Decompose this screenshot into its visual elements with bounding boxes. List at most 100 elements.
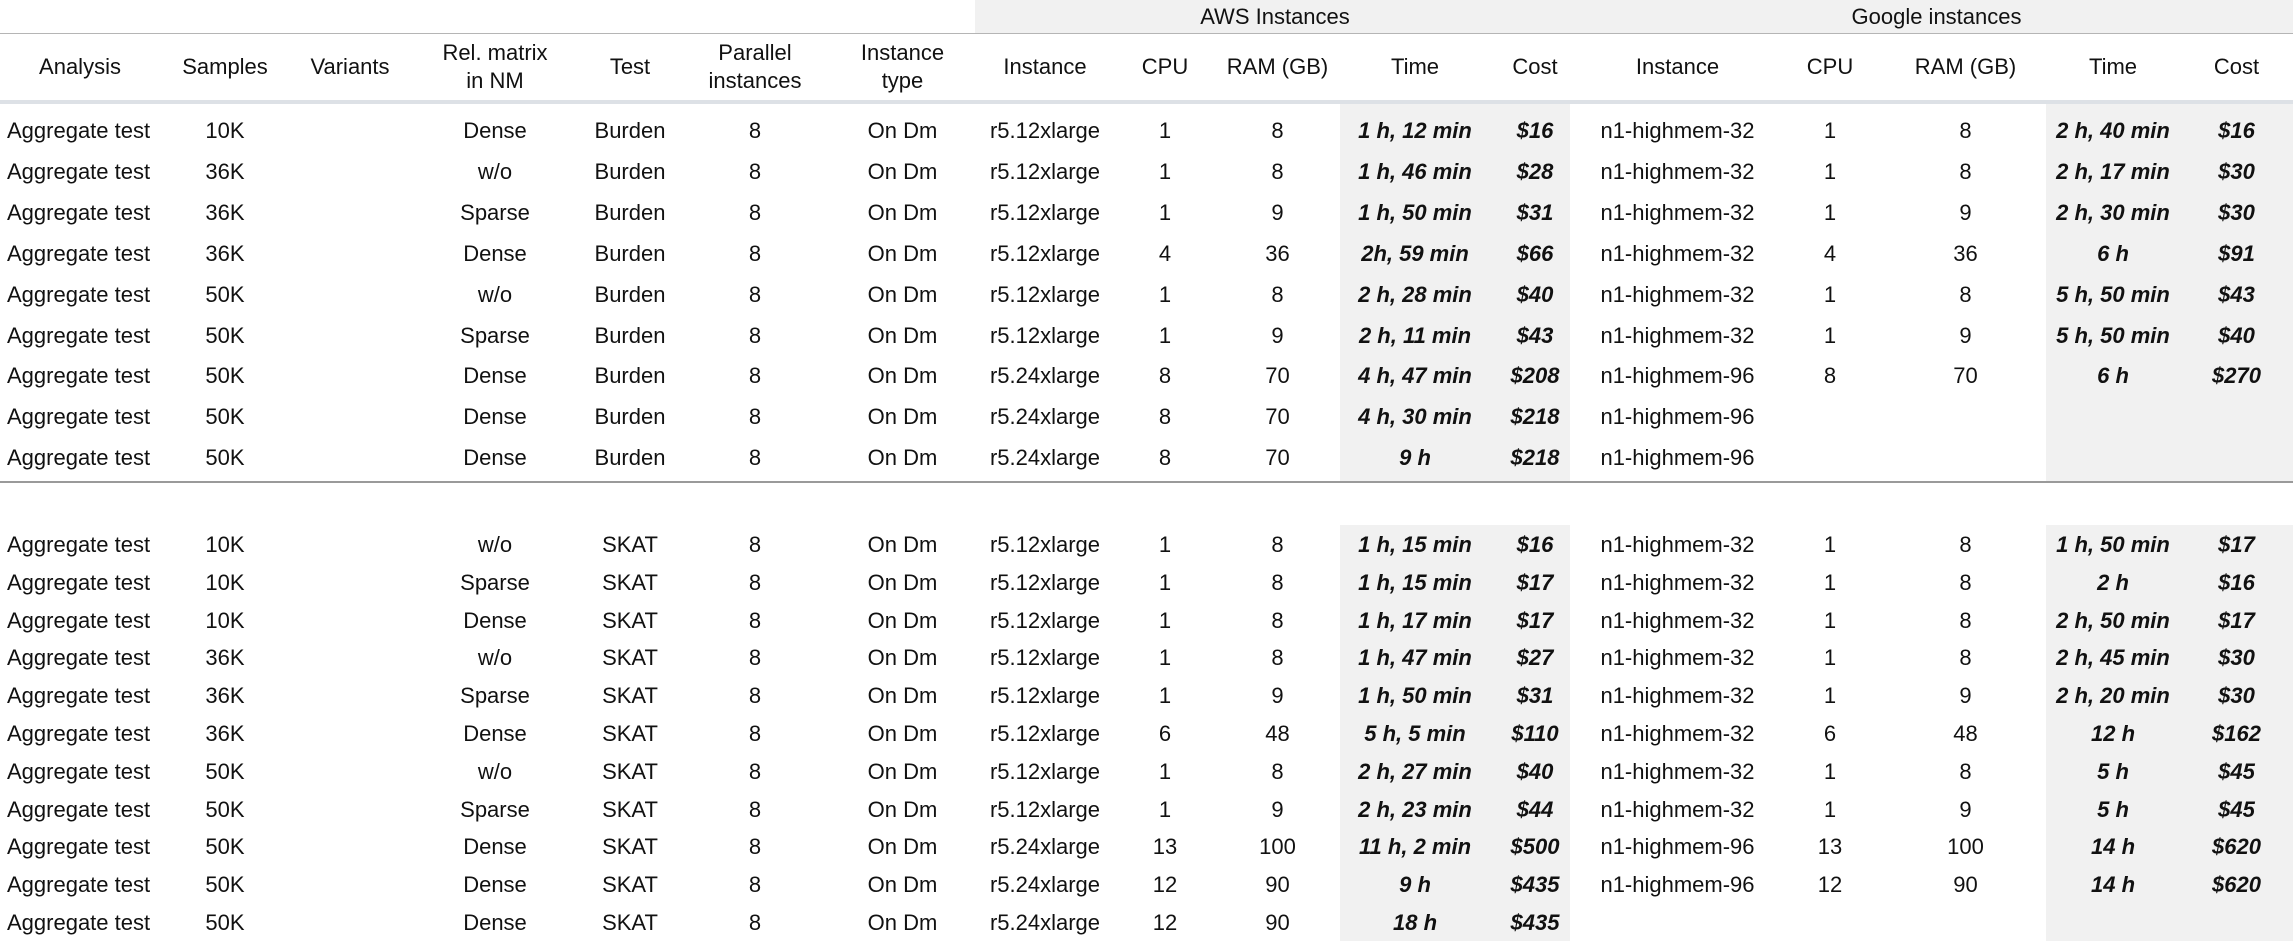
cell-test: Burden (594, 445, 666, 471)
cell-analysis: Aggregate test (7, 645, 151, 671)
cell-google-instance: n1-highmem-96 (1600, 834, 1755, 860)
column-header-google-cpu: CPU (1806, 54, 1854, 79)
cell-google-cost: $30 (2218, 199, 2255, 225)
cell-analysis: Aggregate test (7, 834, 151, 860)
cell-google-cost: $30 (2218, 158, 2255, 184)
cell-google-ram (1885, 907, 2046, 939)
cell-aws-time: 2 h, 11 min (1358, 322, 1472, 348)
cell-google-cpu: 1 (1823, 796, 1837, 822)
cell-google-time: 2 h, 30 min (2056, 199, 2170, 225)
cell-aws-cpu: 8 (1158, 404, 1172, 430)
cell-aws-cpu: 1 (1158, 569, 1172, 595)
cell-aws-instance: r5.12xlarge (989, 118, 1101, 143)
cell-parallel-instances: 8 (748, 532, 762, 557)
cell-google-cpu: 6 (1823, 721, 1837, 746)
cell-aws-time: 1 h, 46 min (1358, 158, 1472, 184)
cell-aws-instance: r5.12xlarge (989, 322, 1101, 348)
cell-test: SKAT (602, 910, 658, 935)
cell-google-instance: n1-highmem-32 (1600, 758, 1755, 784)
cell-analysis: Aggregate test (7, 118, 151, 143)
cell-aws-cpu: 1 (1158, 645, 1172, 671)
section-divider-rule (0, 481, 2293, 483)
cell-test: SKAT (602, 645, 658, 671)
cell-aws-instance: r5.12xlarge (989, 240, 1101, 266)
cell-aws-time: 1 h, 50 min (1358, 199, 1472, 225)
cell-aws-cost: $110 (1511, 721, 1559, 746)
cell-google-instance: n1-highmem-32 (1600, 240, 1755, 266)
cell-instance-type: On Dm (867, 721, 938, 746)
cell-analysis: Aggregate test (7, 445, 151, 471)
column-header-analysis: Analysis (39, 54, 121, 79)
cell-google-cpu: 12 (1817, 872, 1843, 898)
cell-aws-instance: r5.12xlarge (989, 158, 1101, 184)
cell-aws-cost: $27 (1516, 645, 1554, 671)
cell-aws-ram: 8 (1271, 569, 1284, 595)
cell-parallel-instances: 8 (748, 322, 762, 348)
cell-google-instance: n1-highmem-32 (1600, 158, 1755, 184)
cell-aws-cost: $208 (1510, 363, 1560, 389)
header-top-rule (0, 33, 2293, 34)
cell-google-cpu: 1 (1823, 569, 1837, 595)
cell-aws-cost: $16 (1516, 118, 1554, 143)
cell-variants (290, 869, 410, 901)
cell-google-cost: $270 (2212, 363, 2261, 389)
cell-test: Burden (594, 404, 666, 430)
cell-rel-matrix: Dense (463, 607, 527, 633)
cell-aws-cost: $218 (1510, 404, 1560, 430)
cell-google-time (2046, 907, 2180, 939)
cell-instance-type: On Dm (867, 834, 938, 860)
cell-test: Burden (594, 240, 666, 266)
cell-samples: 36K (205, 645, 245, 671)
cell-google-ram: 8 (1959, 645, 1972, 671)
cell-variants (290, 197, 410, 229)
cell-aws-cost: $500 (1510, 834, 1560, 860)
cell-google-time: 14 h (2090, 834, 2136, 860)
cell-google-instance: n1-highmem-32 (1600, 199, 1755, 225)
cell-variants (290, 115, 410, 147)
column-header-rel-matrix: Rel. matrix in NM (442, 40, 548, 93)
cell-instance-type: On Dm (867, 281, 938, 307)
cell-instance-type: On Dm (867, 796, 938, 822)
cell-google-cpu: 1 (1823, 645, 1837, 671)
cell-analysis: Aggregate test (7, 796, 151, 822)
cell-rel-matrix: Sparse (460, 796, 530, 822)
cell-google-cost: $620 (2212, 872, 2261, 898)
cell-instance-type: On Dm (867, 158, 938, 184)
cell-google-cpu (1775, 907, 1885, 939)
cell-parallel-instances: 8 (748, 363, 762, 389)
cell-aws-cpu: 12 (1152, 872, 1178, 898)
cell-analysis: Aggregate test (7, 569, 151, 595)
cell-instance-type: On Dm (867, 645, 938, 671)
cell-instance-type: On Dm (867, 910, 938, 935)
cell-google-instance: n1-highmem-32 (1600, 569, 1755, 595)
cell-google-cost: $30 (2218, 645, 2255, 671)
cell-aws-instance: r5.12xlarge (989, 607, 1101, 633)
cell-google-cpu: 13 (1817, 834, 1843, 860)
cell-google-cpu: 8 (1823, 363, 1837, 389)
cell-google-instance: n1-highmem-32 (1600, 796, 1755, 822)
group-header-aws: AWS Instances (1200, 3, 1350, 29)
cell-google-cost: $17 (2218, 532, 2255, 557)
cell-aws-time: 18 h (1392, 910, 1438, 935)
cell-analysis: Aggregate test (7, 607, 151, 633)
aws-group-header-shade (975, 0, 2293, 33)
cell-test: SKAT (602, 721, 658, 746)
cell-aws-time: 1 h, 50 min (1358, 683, 1472, 709)
cell-google-cost: $16 (2218, 569, 2255, 595)
cell-aws-cost: $435 (1510, 872, 1560, 898)
cell-aws-cpu: 6 (1158, 721, 1172, 746)
cell-google-instance: n1-highmem-32 (1600, 118, 1755, 143)
cell-google-time (2046, 401, 2180, 433)
cell-instance-type: On Dm (867, 532, 938, 557)
cell-test: SKAT (602, 607, 658, 633)
cell-aws-time: 11 h, 2 min (1358, 834, 1472, 860)
cell-aws-cost: $44 (1516, 796, 1554, 822)
cell-parallel-instances: 8 (748, 683, 762, 709)
cell-google-ram: 36 (1953, 240, 1978, 266)
column-header-aws-cpu: CPU (1141, 54, 1189, 79)
cell-test: SKAT (602, 834, 658, 860)
cell-instance-type: On Dm (867, 363, 938, 389)
cell-aws-cpu: 1 (1158, 796, 1172, 822)
cell-aws-time: 1 h, 17 min (1358, 607, 1472, 633)
